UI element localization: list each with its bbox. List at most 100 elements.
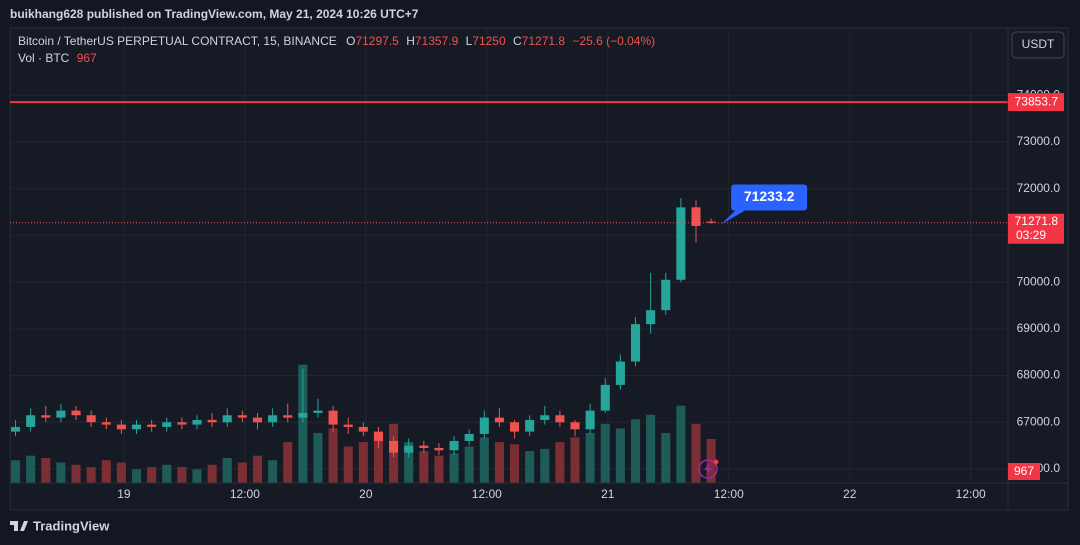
icon-circle[interactable] [698,459,718,479]
volume-bar [434,455,444,483]
last-price-label: 71271.8 [1015,214,1059,228]
x-tick-label: 21 [601,487,615,501]
volume-bar [494,442,504,483]
candle-body [600,384,610,411]
volume-bar [131,469,142,483]
ohlc-label: O [346,34,355,48]
volume-bar [86,467,96,483]
volume-bar [298,364,308,483]
volume-bar [116,462,126,483]
candle-body [162,422,172,427]
y-tick-label: 73000.0 [1017,134,1061,148]
volume-bar [691,423,701,483]
y-tick-label: 70000.0 [1017,274,1061,288]
volume-bar [540,448,550,483]
footer-text: TradingView [33,518,110,533]
volume-bar [56,462,66,483]
candle-body [510,422,520,432]
x-tick-label: 12:00 [230,487,260,501]
volume-bar [41,457,51,483]
candle-body [464,433,474,441]
candle-body [192,419,202,425]
overlay-layer: 71233.2 [10,101,1008,225]
candle-body [706,221,716,223]
footer-logo: TradingView [10,518,110,533]
volume-legend: Vol · BTC 967 [18,51,97,65]
candle-body [676,207,686,280]
candle-body [479,417,489,434]
candle-body [630,324,641,362]
volume-bar [101,460,111,483]
volume-bar [510,444,520,483]
candle-body [26,415,36,427]
volume-bar [192,469,202,483]
lightning-icon[interactable] [698,459,719,479]
volume-bar [419,451,429,483]
x-tick-label: 12:00 [956,487,986,501]
symbol: Bitcoin / TetherUS PERPETUAL CONTRACT, 1… [18,34,337,48]
candle-body [116,424,126,430]
volume-bar [252,455,263,483]
logo-mark [10,521,28,531]
candle-body [56,410,66,418]
volume-bar [268,460,278,483]
last-price-label-bg [1008,213,1064,244]
y-tick-label: 67000.0 [1017,414,1061,428]
y-tick-label: 69000.0 [1017,321,1061,335]
currency[interactable]: USDT [1022,37,1055,51]
volume-bar [615,428,625,483]
countdown: 03:29 [1016,228,1046,242]
volume-bar [661,432,671,483]
candle-body [283,415,293,418]
candle-body [691,207,701,227]
candle-body [525,419,535,432]
volume-label-bg [1008,463,1040,480]
candle-body [11,426,21,432]
volume-bar [26,455,36,483]
candle-body [41,415,51,418]
candle-body [449,440,459,451]
candle-body [646,310,656,325]
volume-value: 967 [77,51,97,65]
legend-line: Bitcoin / TetherUS PERPETUAL CONTRACT, 1… [18,34,655,48]
volume-bar [630,419,641,483]
volume-bar [343,446,353,483]
volume-bar [525,451,535,483]
candle-body [434,447,444,451]
candle-body [222,415,232,423]
volume-bar [222,457,232,483]
volume-bar [585,432,595,483]
icon-bolt[interactable] [704,462,712,476]
candle-body [570,422,580,430]
callout-pointer [721,208,746,225]
volume-bar [676,405,686,483]
x-tick-label: 12:00 [472,487,502,501]
high-value: 71357.9 [415,34,459,48]
candle-body [615,361,625,385]
volume-bar [449,453,459,483]
candle-body [328,410,338,425]
volume-bar [237,462,247,483]
currency-button[interactable] [1011,31,1065,59]
volume-bar [464,446,474,483]
candle-body [298,412,308,418]
ohlc-label: H [406,34,415,48]
y-tick-label: 68000.0 [1017,368,1061,382]
candle-body [358,426,368,432]
icon-dot[interactable] [713,459,719,465]
volume-bar [404,442,414,483]
volume-bar [479,437,489,483]
price-line-label: 73853.7 [1015,94,1059,108]
low-value: 71250 [472,34,506,48]
candle-body [419,445,429,448]
chart-panel [9,27,1069,511]
close-value: 71271.8 [522,34,566,48]
candle-body [585,410,595,430]
volume-bar [555,442,565,483]
y-tick-label: 72000.0 [1017,181,1061,195]
publisher: buikhang628 published on TradingView.com… [10,7,419,21]
callout-box [731,184,808,211]
